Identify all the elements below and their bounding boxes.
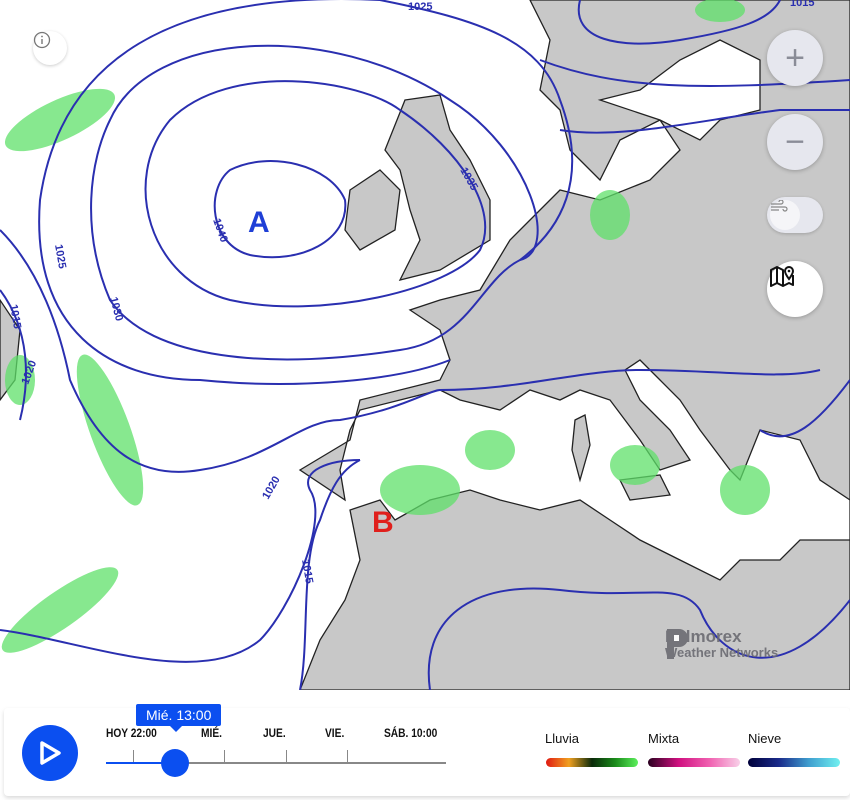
legend-gradient-mixed (648, 758, 740, 767)
play-icon (40, 741, 61, 765)
map-pin-icon (770, 266, 795, 287)
timeline-label: JUE. (263, 726, 286, 740)
timeline-tick (133, 750, 134, 762)
land (0, 0, 850, 690)
plus-icon: + (785, 38, 805, 77)
info-icon (33, 31, 51, 49)
timeline-label: SÁB. 10:00 (384, 726, 438, 740)
isobar-label: 1015 (790, 0, 814, 9)
isobar-label: 1040 (210, 217, 230, 244)
wind-toggle[interactable] (767, 197, 823, 233)
legend-label-mixed: Mixta (648, 731, 680, 746)
timeline-label: VIE. (325, 726, 345, 740)
isobar-label: 1015 (7, 303, 23, 329)
minus-icon: − (785, 122, 805, 161)
timeline-tick (286, 750, 287, 762)
isobar-label: 1015 (299, 558, 315, 584)
high-pressure-label: A (248, 206, 270, 239)
isobar-label: 1030 (107, 296, 125, 323)
timeline-thumb[interactable] (161, 749, 189, 777)
map-layers-button[interactable] (767, 261, 823, 317)
legend-gradient-rain (546, 758, 638, 767)
timeline-label: MIÉ. (201, 726, 222, 740)
timeline-label: HOY 22:00 (106, 726, 157, 740)
wind-icon (771, 200, 788, 212)
map-canvas: 1025 1015 1035 1040 1025 1030 1015 1020 … (0, 0, 850, 690)
timeline-bar: HOY 22:00 MIÉ. JUE. VIE. SÁB. 10:00 Mié.… (4, 704, 850, 796)
logo-subtext: Weather Networks (665, 645, 779, 660)
weather-map[interactable]: 1025 1015 1035 1040 1025 1030 1015 1020 … (0, 0, 850, 690)
isobar-label: 1025 (52, 243, 68, 269)
legend-label-rain: Lluvia (545, 731, 579, 746)
isobars (0, 0, 850, 690)
isobar-label: 1020 (260, 474, 283, 501)
timeline-slider[interactable] (106, 762, 446, 764)
pelmorex-logo: Pelmorex Weather Networks (665, 627, 778, 660)
info-button[interactable] (33, 31, 67, 65)
timeline-tick (224, 750, 225, 762)
low-pressure-label: B (372, 506, 394, 539)
timeline-progress (106, 762, 176, 764)
zoom-in-button[interactable]: + (767, 30, 823, 86)
current-time-tooltip: Mié. 13:00 (136, 704, 222, 732)
timeline-tick (347, 750, 348, 762)
precipitation (1, 0, 770, 653)
legend-label-snow: Nieve (748, 731, 782, 746)
zoom-out-button[interactable]: − (767, 114, 823, 170)
play-button[interactable] (22, 725, 78, 781)
isobar-label: 1025 (408, 1, 432, 13)
legend-gradient-snow (748, 758, 840, 767)
